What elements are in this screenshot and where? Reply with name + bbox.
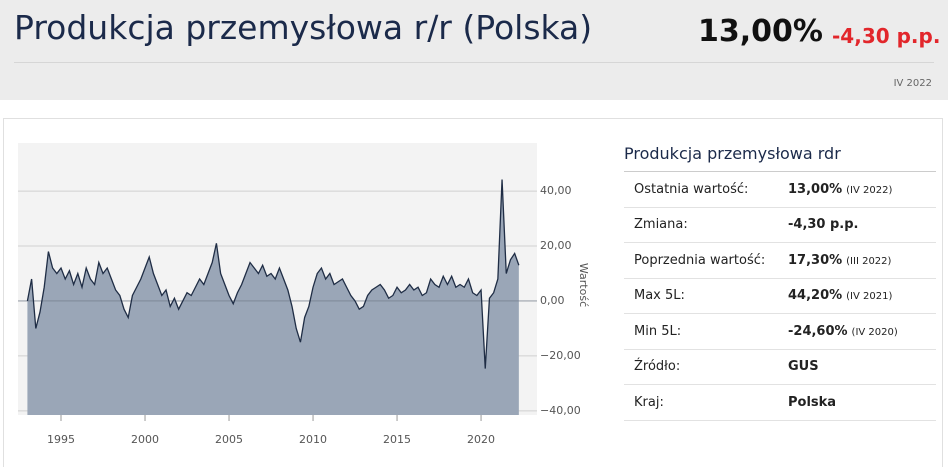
y-tick-label: −20,00 [540,349,581,362]
table-row: Min 5L: -24,60% (IV 2020) [624,314,936,350]
x-tick-label: 2005 [215,433,243,446]
value-cell: 17,30% (III 2022) [788,253,891,268]
x-tick-label: 2010 [299,433,327,446]
value-cell: Polska [788,395,836,410]
row-label: Kraj: [634,394,664,410]
table-row: Ostatnia wartość: 13,00% (IV 2022) [624,172,936,208]
y-tick-label: −40,00 [540,404,581,417]
value-cell: 13,00% (IV 2022) [788,182,892,197]
row-value: 17,30% [788,252,843,268]
row-label: Poprzednia wartość: [634,252,766,268]
row-note: (IV 2020) [851,326,898,338]
row-label: Zmiana: [634,217,688,233]
table-row: Zmiana: -4,30 p.p. [624,208,936,243]
row-value: -24,60% [788,323,848,339]
header: Produkcja przemysłowa r/r (Polska) 13,00… [0,0,948,100]
current-value: 13,00% [698,14,823,49]
content-box [3,118,943,467]
value-cell: GUS [788,359,819,374]
table-title: Produkcja przemysłowa rdr [624,140,936,172]
value-cell: -4,30 p.p. [788,217,858,232]
row-value: -4,30 p.p. [788,217,859,233]
row-label: Max 5L: [634,288,685,304]
x-tick-label: 1995 [47,433,75,446]
y-tick-label: 20,00 [540,239,572,252]
row-label: Ostatnia wartość: [634,181,749,197]
table-row: Źródło: GUS [624,350,936,385]
row-note: (IV 2021) [846,291,893,303]
value-cell: -24,60% (IV 2020) [788,324,898,339]
x-tick-label: 2020 [467,433,495,446]
row-value: GUS [788,359,819,375]
area [27,179,519,415]
page-title: Produkcja przemysłowa r/r (Polska) [14,8,593,47]
row-note: (III 2022) [846,255,892,267]
row-label: Źródło: [634,359,681,375]
value-cell: 44,20% (IV 2021) [788,288,892,303]
y-tick-label: 0,00 [540,294,565,307]
row-value: Polska [788,394,837,410]
table-row: Max 5L: 44,20% (IV 2021) [624,279,936,314]
change-value: -4,30 p.p. [832,24,941,48]
y-axis-label: Wartość [577,263,590,307]
x-tick-label: 2000 [131,433,159,446]
table-row: Poprzednia wartość: 17,30% (III 2022) [624,243,936,279]
row-value: 13,00% [788,181,843,197]
info-table: Produkcja przemysłowa rdr Ostatnia warto… [624,140,936,421]
row-note: (IV 2022) [846,184,893,196]
period: IV 2022 [893,78,932,89]
row-value: 44,20% [788,288,843,304]
divider [14,62,934,63]
x-tick-label: 2015 [383,433,411,446]
line [26,179,520,369]
y-tick-label: 40,00 [540,184,572,197]
table-row: Kraj: Polska [624,385,936,421]
row-label: Min 5L: [634,323,682,339]
